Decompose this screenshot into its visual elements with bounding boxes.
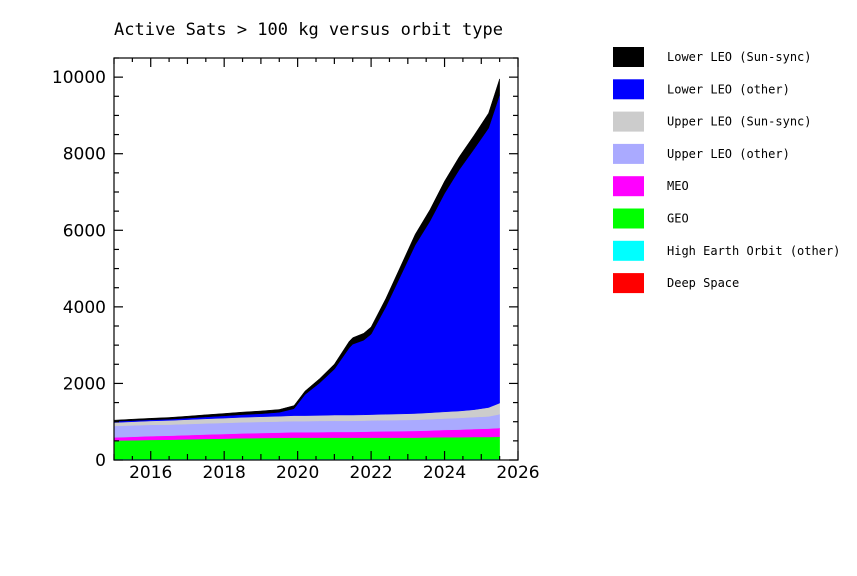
stacked-areas <box>113 78 500 461</box>
legend-swatch <box>613 273 644 294</box>
legend-label: Upper LEO (Sun-sync) <box>667 115 812 129</box>
y-tick-label: 0 <box>95 451 106 471</box>
x-tick-label: 2016 <box>129 463 172 483</box>
chart-title: Active Sats > 100 kg versus orbit type <box>114 20 503 40</box>
axis-ticks <box>113 57 519 461</box>
legend: Lower LEO (Sun-sync) Lower LEO (other) Upp… <box>613 47 840 294</box>
legend-swatch <box>613 176 644 197</box>
legend-swatch <box>613 208 644 229</box>
legend-label: Deep Space <box>667 276 739 290</box>
y-tick-label: 8000 <box>63 145 106 165</box>
x-axis-labels: 2016 2018 2020 2022 2024 2026 <box>129 463 540 483</box>
x-tick-label: 2020 <box>276 463 319 483</box>
x-tick-label: 2024 <box>423 463 466 483</box>
legend-swatch <box>613 47 644 67</box>
y-tick-label: 4000 <box>63 298 106 318</box>
legend-swatch <box>613 143 644 164</box>
area-geo <box>113 436 500 460</box>
legend-swatch <box>613 79 644 100</box>
legend-label: Lower LEO (other) <box>667 82 790 96</box>
legend-label: Lower LEO (Sun-sync) <box>667 50 812 64</box>
x-tick-label: 2022 <box>349 463 392 483</box>
x-tick-label: 2018 <box>203 463 246 483</box>
legend-label: MEO <box>667 179 689 193</box>
legend-label: Upper LEO (other) <box>667 147 790 161</box>
legend-label: High Earth Orbit (other) <box>667 244 840 258</box>
area-lower-leo-sun-sync <box>113 78 500 422</box>
legend-label: GEO <box>667 212 689 226</box>
y-tick-label: 10000 <box>52 68 106 88</box>
x-tick-label: 2026 <box>496 463 539 483</box>
legend-swatch <box>613 111 644 132</box>
legend-swatch <box>613 240 644 261</box>
y-axis-labels: 0 2000 4000 6000 8000 10000 <box>52 68 106 471</box>
area-lower-leo-other <box>113 94 500 423</box>
y-tick-label: 2000 <box>63 374 106 394</box>
y-tick-label: 6000 <box>63 221 106 241</box>
